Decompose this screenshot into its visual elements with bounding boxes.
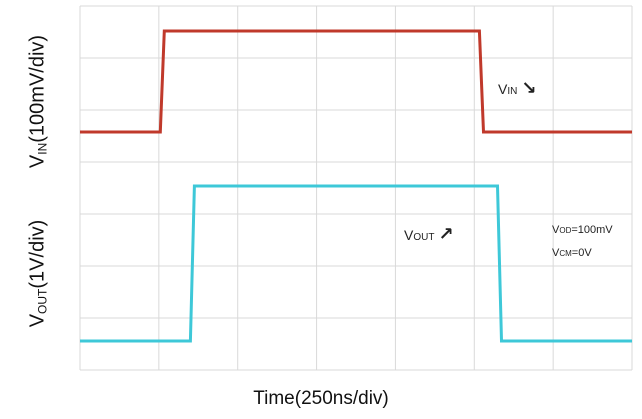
vout-axis-label: VOUT(1V/div) [26,219,50,328]
trace-labels: VIN ↘ VOUT ↗ VOD=100mV VCM=0V [404,78,613,259]
vin-trace-label: VIN ↘ [498,78,536,98]
grid [79,5,633,371]
vcm-annotation: VCM=0V [552,247,592,259]
vout-trace-label: VOUT ↗ [404,224,454,244]
vod-annotation: VOD=100mV [552,224,613,236]
vin-axis-label: VIN(100mV/div) [26,34,50,169]
trace-vout [80,184,632,343]
traces [80,29,632,343]
trace-vin [80,29,632,134]
x-axis-label: Time(250ns/div) [253,388,389,409]
